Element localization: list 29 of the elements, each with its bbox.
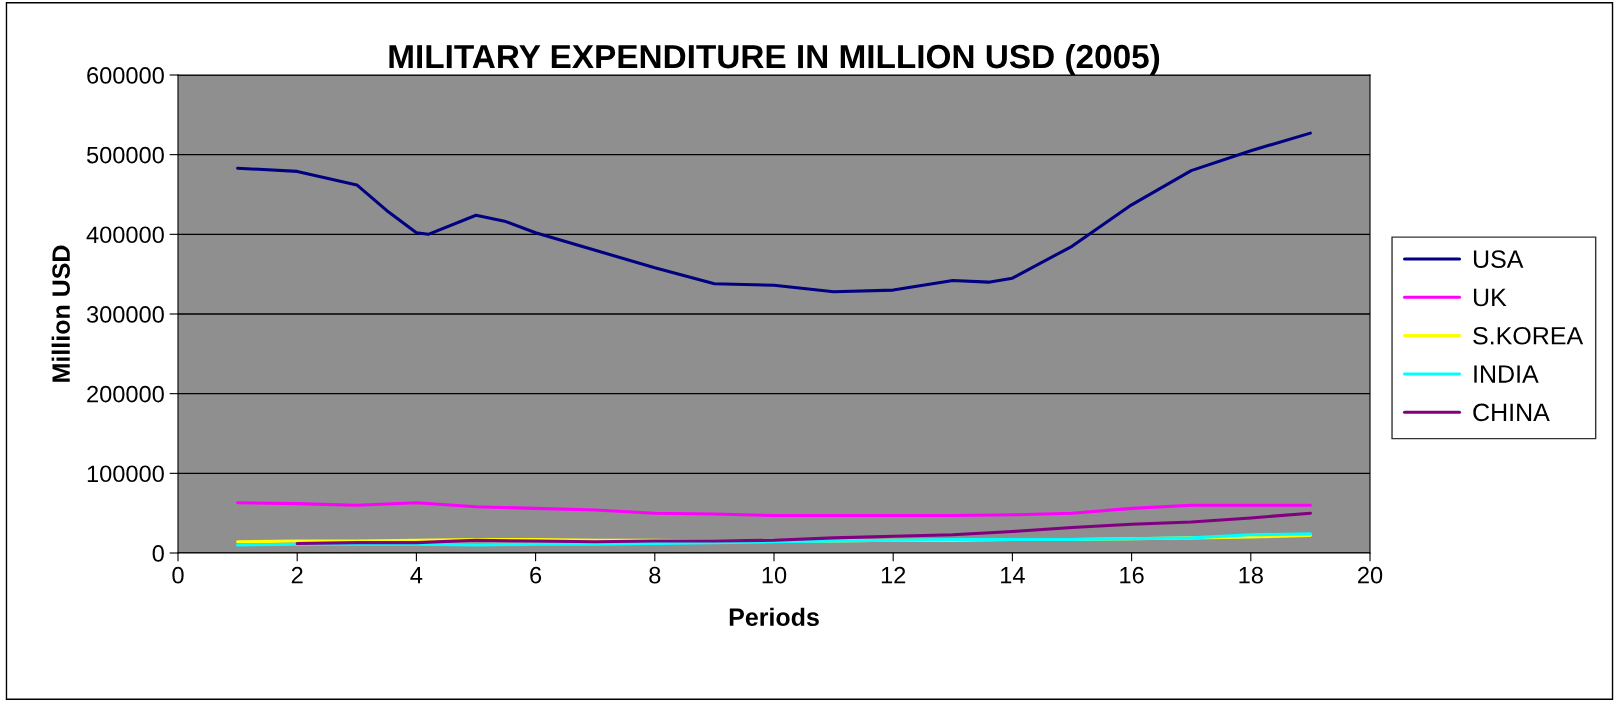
x-tick-label: 16	[1120, 566, 1144, 584]
y-tick-label: 500000	[86, 146, 164, 164]
line-series	[236, 131, 1312, 294]
x-tick-label: 8	[649, 566, 661, 584]
y-tick-label: 0	[152, 545, 164, 562]
x-tick-label: 0	[172, 566, 184, 584]
legend-label: INDIA	[1474, 365, 1539, 383]
y-tick-label: 400000	[86, 226, 164, 244]
y-tick-label: 300000	[86, 306, 164, 323]
x-tick-label: 14	[1001, 567, 1025, 584]
line-series	[236, 501, 1312, 518]
x-tick-label: 12	[881, 566, 906, 584]
x-tick-label: 6	[530, 566, 542, 584]
x-tick-label: 4	[410, 567, 423, 584]
x-tick-label: 10	[762, 566, 787, 584]
legend-label: USA	[1473, 250, 1524, 268]
legend-label: UK	[1473, 288, 1507, 307]
legend-label: S.KOREA	[1473, 326, 1584, 345]
x-tick-label: 18	[1239, 566, 1263, 584]
legend-label: CHINA	[1473, 403, 1550, 422]
x-axis-title: Periods	[729, 607, 819, 627]
y-tick-label: 600000	[87, 67, 164, 84]
y-tick-label: 100000	[87, 465, 164, 483]
y-axis-title: Million USD	[51, 245, 70, 382]
line-series	[295, 511, 1312, 545]
chart-title: MILITARY EXPENDITURE IN MILLION USD (2005)	[389, 43, 1160, 75]
x-tick-label: 20	[1358, 566, 1383, 584]
y-tick-label: 200000	[87, 385, 164, 403]
x-tick-label: 2	[291, 566, 303, 584]
